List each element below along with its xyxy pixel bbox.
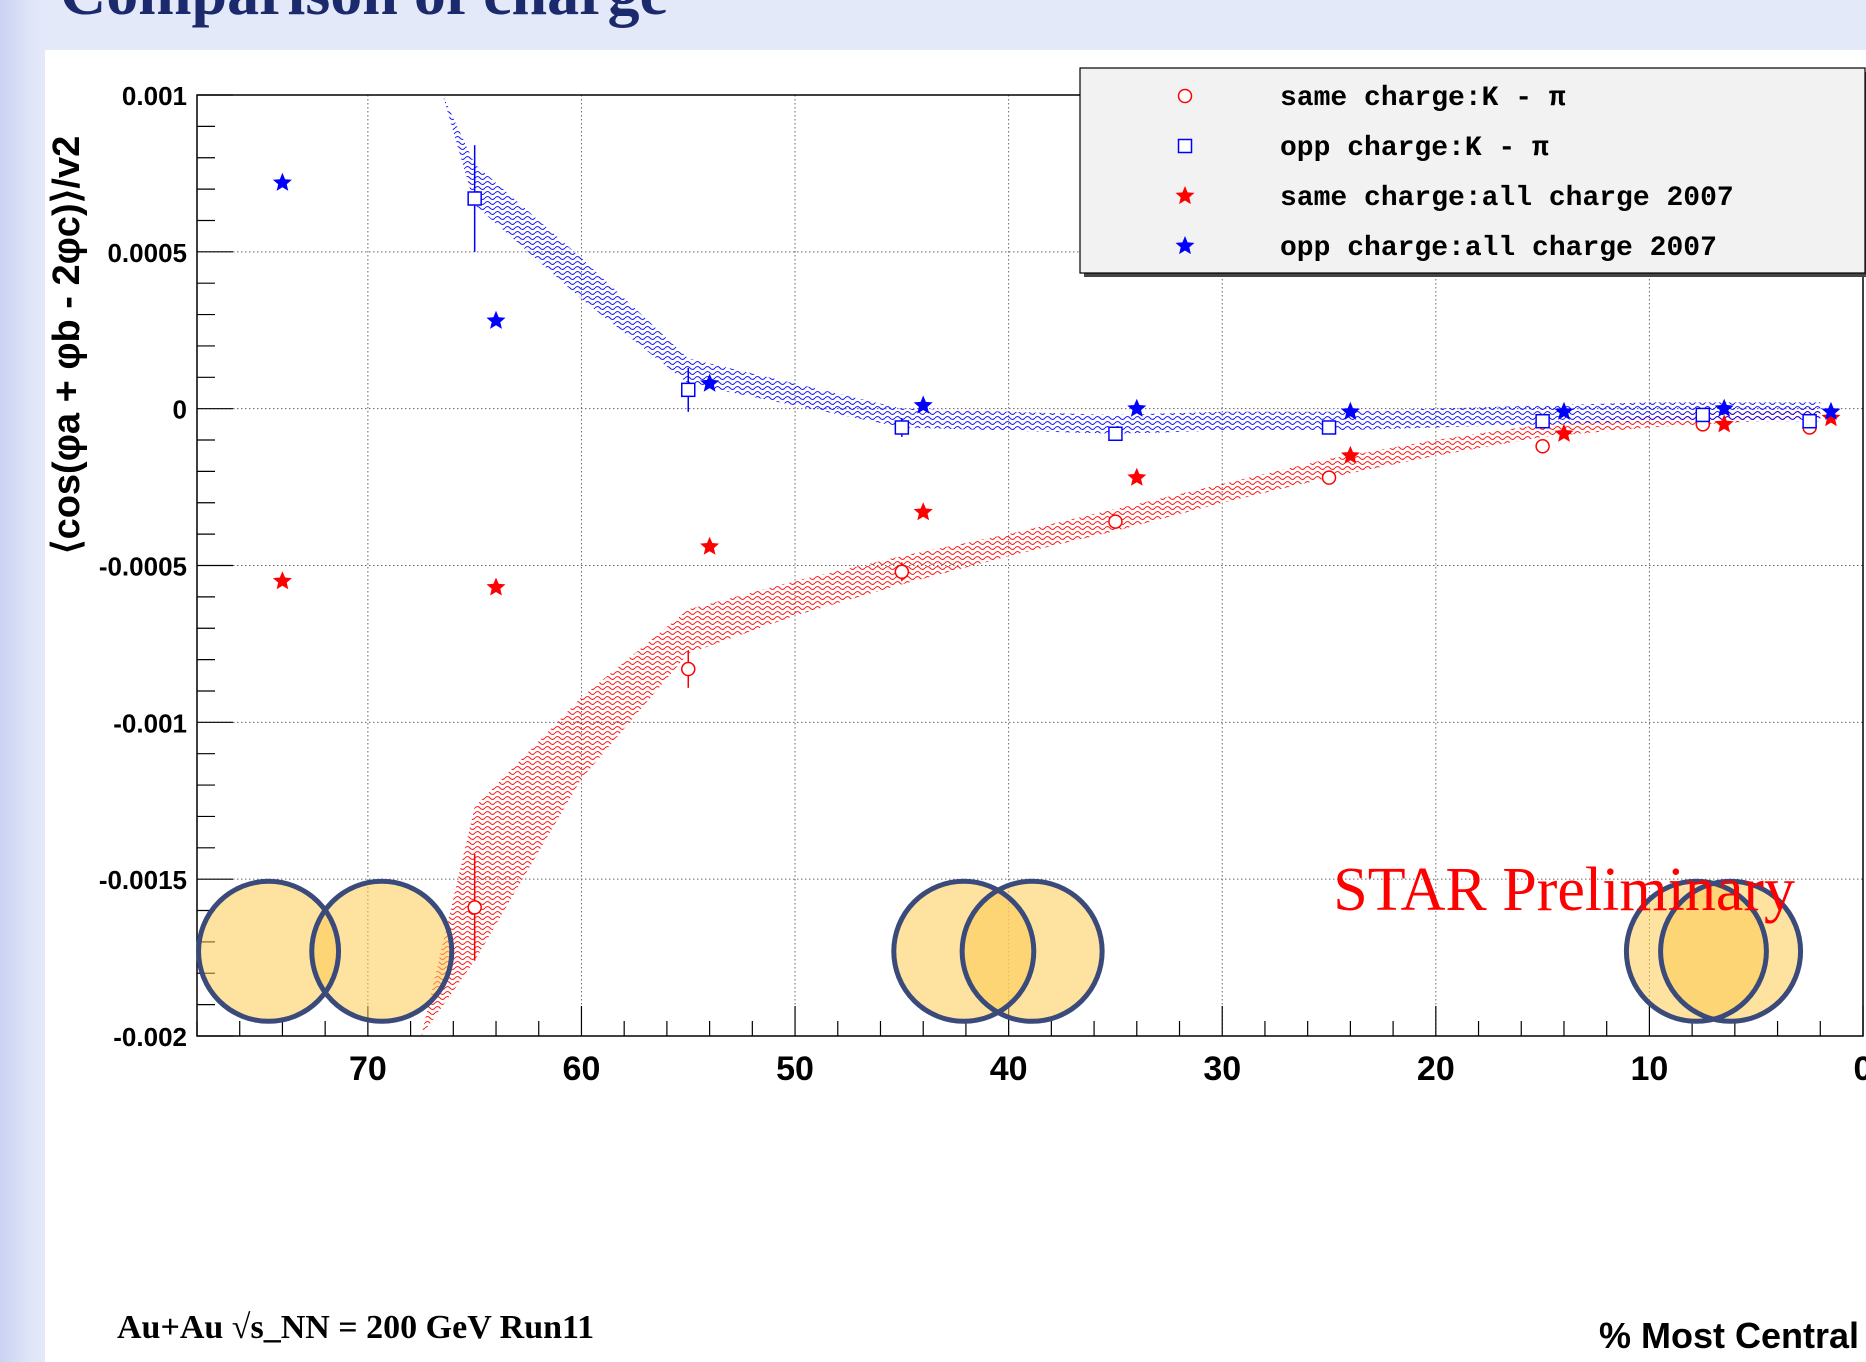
- data-point-star: [1821, 401, 1841, 420]
- y-tick-label: -0.0005: [99, 552, 187, 582]
- data-point-star: [700, 373, 720, 392]
- data-point-circle: [467, 900, 482, 915]
- data-point-circle: [1108, 514, 1123, 529]
- nucleus-outline: [1623, 878, 1769, 1024]
- x-axis-title: % Most Central: [1599, 1315, 1859, 1356]
- data-point-star: [272, 172, 292, 191]
- data-point-star: [1127, 398, 1147, 417]
- data-point-square: [467, 191, 482, 206]
- data-point-star: [1340, 401, 1360, 420]
- data-point-star: [1714, 398, 1734, 417]
- data-point-star: [913, 395, 933, 414]
- x-tick-label: 20: [1417, 1050, 1455, 1088]
- y-tick-label: -0.0015: [99, 865, 187, 895]
- legend-label: same charge:K - π: [1280, 83, 1566, 114]
- data-point-circle: [681, 661, 696, 677]
- data-point-star: [1554, 423, 1574, 442]
- series-3: [272, 172, 1841, 420]
- legend-label: opp charge:K - π: [1280, 133, 1549, 164]
- data-point-star: [272, 571, 292, 590]
- nucleus-outline: [959, 878, 1105, 1024]
- chart-svg: 70 60 50 40 30 20 10 0 0.001 0.0005 0 -0.0005 -0.001…: [46, 67, 1866, 1356]
- data-point-square: [1695, 407, 1711, 423]
- slide-title-text: Comparison of charge: [60, 0, 668, 28]
- legend-marker-circle: [1177, 88, 1193, 104]
- x-tick-label: 40: [990, 1050, 1028, 1088]
- data-point-star: [486, 310, 506, 329]
- data-point-star: [486, 577, 506, 596]
- nucleus-outline: [1658, 878, 1804, 1024]
- data-point-circle: [1535, 439, 1550, 454]
- collision-icon-2: [1623, 878, 1804, 1024]
- data-point-star: [1821, 408, 1841, 427]
- chart-panel: 70 60 50 40 30 20 10 0 0.001 0.0005 0 -0.0005 -0.001…: [45, 50, 1866, 1362]
- x-tick-label: 0: [1854, 1050, 1866, 1088]
- nucleus-fill: [198, 881, 339, 1022]
- nucleus-outline: [891, 878, 1037, 1024]
- nucleus-fill: [311, 881, 452, 1022]
- x-tick-label: 50: [776, 1050, 814, 1088]
- data-point-square: [1321, 420, 1337, 435]
- x-tick-label: 10: [1630, 1050, 1668, 1088]
- y-tick-label: 0: [173, 395, 187, 425]
- data-point-star: [1340, 445, 1360, 464]
- x-tick-label: 70: [349, 1050, 387, 1088]
- x-tick-label: 60: [563, 1050, 601, 1088]
- legend-label: opp charge:all charge 2007: [1280, 233, 1717, 264]
- data-point-star: [1554, 401, 1574, 420]
- nucleus-fill: [1660, 881, 1801, 1022]
- data-point-square: [1535, 413, 1550, 429]
- series-1: [467, 145, 1817, 442]
- legend: same charge:K - π opp charge:K - π same ch…: [1079, 67, 1866, 277]
- legend-marker-star: [1175, 236, 1195, 255]
- data-point-star: [1127, 467, 1147, 486]
- x-tick-label: 30: [1203, 1050, 1241, 1088]
- y-axis-title: ⟨cos(φa + φb - 2φc)⟩/v2: [46, 136, 88, 555]
- y-tick-label: -0.002: [113, 1022, 187, 1052]
- collision-system-label: Au+Au √s_NN = 200 GeV Run11: [117, 1309, 594, 1346]
- y-tick-label: 0.0005: [107, 238, 187, 268]
- nucleus-outline: [309, 878, 455, 1024]
- data-point-square: [894, 420, 910, 435]
- legend-marker-star: [1175, 186, 1195, 205]
- series-2: [272, 408, 1841, 596]
- data-point-square: [1108, 426, 1123, 442]
- nucleus-outline: [196, 878, 342, 1024]
- collision-icon-1: [891, 878, 1105, 1024]
- data-point-star: [913, 502, 933, 521]
- legend-label: same charge:all charge 2007: [1280, 183, 1734, 214]
- data-point-circle: [894, 564, 910, 580]
- data-point-star: [700, 536, 720, 555]
- data-point-square: [681, 382, 696, 398]
- legend-box: [1079, 67, 1866, 274]
- data-point-square: [1802, 413, 1817, 429]
- star-preliminary-label: STAR Preliminary: [1333, 856, 1795, 924]
- legend-marker-square: [1177, 138, 1193, 154]
- y-tick-label: -0.001: [113, 708, 187, 738]
- slide-title-fragment: Comparison of charge: [0, 0, 1866, 50]
- data-point-star: [1714, 414, 1734, 433]
- y-tick-label: 0.001: [122, 81, 187, 111]
- slide-title-svg: Comparison of charge: [60, 0, 668, 28]
- collision-icon-0: [196, 878, 455, 1024]
- data-point-circle: [1321, 470, 1337, 485]
- footer-label: Au+Au √s_NN = 200 GeV Run11: [117, 1309, 594, 1346]
